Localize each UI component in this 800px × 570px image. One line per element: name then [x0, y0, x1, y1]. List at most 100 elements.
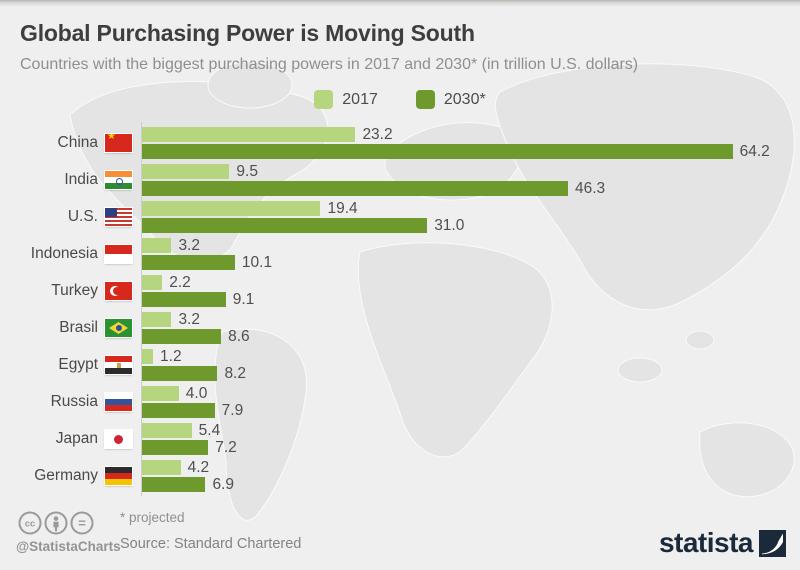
country-label-brasil: Brasil: [59, 319, 98, 336]
value-label-2017-germany: 4.2: [187, 458, 210, 476]
flag-brasil-icon: [105, 319, 132, 337]
bar-group-india: 9.5 46.3: [142, 162, 800, 197]
flag-russia-icon: [105, 393, 132, 411]
bar-2030-brasil: [142, 329, 222, 344]
bar-2030-indonesia: [142, 255, 235, 270]
bar-2017-us: [142, 201, 321, 216]
chart-row-germany: Germany 4.2 6.9: [0, 458, 800, 493]
flag-china-icon: [105, 134, 132, 152]
country-label-india: India: [64, 171, 98, 188]
bar-2017-germany: [142, 460, 181, 475]
country-label-indonesia: Indonesia: [30, 245, 98, 262]
bar-2017-russia: [142, 386, 179, 401]
statista-logo-mark: [759, 529, 786, 557]
bar-2017-egypt: [142, 349, 154, 364]
country-label-japan: Japan: [55, 430, 98, 447]
value-label-2017-egypt: 1.2: [160, 347, 182, 365]
value-label-2030-russia: 7.9: [221, 401, 244, 419]
country-label-egypt: Egypt: [58, 356, 98, 373]
flag-turkey-icon: [105, 282, 132, 300]
chart-row-indonesia: Indonesia 3.2 10.1: [0, 236, 800, 271]
bar-group-us: 19.4 31.0: [142, 199, 800, 234]
bar-line-2030-egypt: 8.2: [142, 364, 800, 382]
flag-india-icon: [105, 171, 132, 189]
bar-2030-turkey: [142, 292, 226, 307]
bar-line-2030-india: 46.3: [142, 179, 800, 197]
chart-legend: 2017 2030*: [0, 90, 800, 109]
bar-group-china: 23.2 64.2: [142, 125, 800, 160]
attribution-icon: [44, 511, 68, 535]
chart-row-china: China 23.2 64.2: [0, 125, 800, 160]
value-label-2030-turkey: 9.1: [232, 290, 255, 308]
value-label-2017-us: 19.4: [327, 199, 358, 217]
value-label-2030-india: 46.3: [574, 179, 606, 197]
value-label-2030-egypt: 8.2: [224, 364, 246, 382]
chart-row-us: U.S. 19.4 31.0: [0, 199, 800, 234]
value-label-2030-china: 64.2: [739, 142, 770, 160]
flag-egypt-icon: [105, 356, 132, 374]
bar-group-brasil: 3.2 8.6: [142, 310, 800, 345]
statista-charts-handle: @StatistaCharts: [16, 539, 121, 554]
country-label-turkey: Turkey: [51, 282, 98, 299]
value-label-2017-indonesia: 3.2: [178, 236, 200, 254]
value-label-2030-indonesia: 10.1: [241, 253, 273, 271]
bar-group-egypt: 1.2 8.2: [142, 347, 800, 382]
bar-line-2017-russia: 4.0: [142, 385, 800, 402]
bar-2017-japan: [142, 423, 192, 438]
flag-usa-icon: [105, 208, 132, 226]
bar-line-2030-indonesia: 10.1: [142, 253, 800, 271]
country-label-us: U.S.: [67, 208, 98, 225]
page-subtitle: Countries with the biggest purchasing po…: [20, 56, 639, 73]
page-title: Global Purchasing Power is Moving South: [20, 20, 475, 46]
bar-line-2017-india: 9.5: [142, 162, 800, 180]
bar-line-2017-egypt: 1.2: [142, 347, 800, 365]
equal-icon: [70, 511, 94, 535]
statista-logo: statista: [659, 527, 786, 559]
bar-line-2017-us: 19.4: [142, 199, 800, 217]
bar-line-2017-japan: 5.4: [142, 421, 800, 439]
bar-2030-china: [142, 144, 733, 159]
legend-label-2030: 2030*: [443, 90, 486, 108]
legend-swatch-2030: [415, 90, 435, 109]
value-label-2017-japan: 5.4: [198, 421, 221, 439]
bar-group-japan: 5.4 7.2: [142, 421, 800, 456]
bar-line-2017-turkey: 2.2: [142, 274, 800, 291]
chart-rows: China 23.2 64.2 India 9.5 46.3 U.S. 19.4 31.0 Ind…: [0, 125, 800, 497]
legend-item-2017: 2017: [314, 90, 378, 109]
bar-line-2017-brasil: 3.2: [142, 310, 800, 328]
chart-row-russia: Russia 4.0 7.9: [0, 385, 800, 419]
chart-row-brasil: Brasil 3.2 8.6: [0, 310, 800, 345]
bar-line-2030-us: 31.0: [142, 216, 800, 234]
chart-row-japan: Japan 5.4 7.2: [0, 421, 800, 456]
bar-2030-russia: [142, 403, 215, 418]
bar-2030-india: [142, 181, 568, 196]
legend-item-2030: 2030*: [415, 90, 486, 109]
bar-line-2030-germany: 6.9: [142, 475, 800, 493]
value-label-2017-india: 9.5: [236, 162, 258, 180]
bar-2030-us: [142, 218, 428, 233]
chart-row-egypt: Egypt 1.2 8.2: [0, 347, 800, 382]
bar-2017-indonesia: [142, 238, 172, 253]
bar-2017-india: [142, 164, 230, 179]
flag-indonesia-icon: [105, 245, 132, 263]
bar-line-2030-china: 64.2: [142, 142, 800, 160]
chart-axis-line: [141, 122, 142, 496]
flag-germany-icon: [105, 467, 132, 485]
value-label-2017-china: 23.2: [362, 125, 393, 143]
legend-label-2017: 2017: [342, 90, 378, 108]
value-label-2030-us: 31.0: [434, 216, 465, 234]
bar-2017-brasil: [142, 312, 172, 327]
bar-2030-germany: [142, 477, 206, 492]
value-label-2017-brasil: 3.2: [178, 310, 200, 328]
value-label-2030-germany: 6.9: [212, 475, 235, 493]
bar-group-germany: 4.2 6.9: [142, 458, 800, 493]
bar-line-2030-brasil: 8.6: [142, 328, 800, 345]
bar-group-indonesia: 3.2 10.1: [142, 236, 800, 271]
country-label-china: China: [57, 134, 99, 151]
country-label-russia: Russia: [50, 393, 98, 410]
value-label-2030-japan: 7.2: [215, 438, 237, 456]
bar-2017-turkey: [142, 275, 163, 290]
bar-2030-japan: [142, 440, 209, 455]
